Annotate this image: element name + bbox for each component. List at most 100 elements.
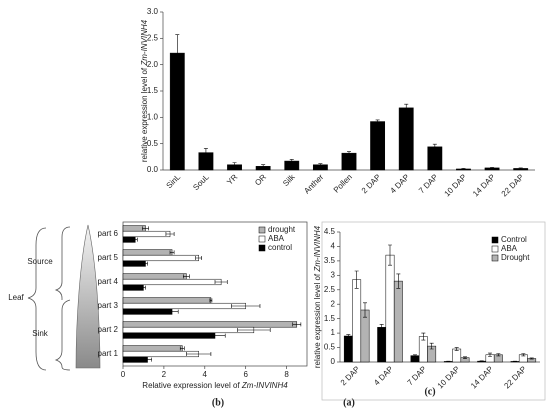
error-bar xyxy=(318,163,323,167)
panel-label: (a) xyxy=(343,397,355,408)
bar xyxy=(122,297,212,304)
y-tick-label: 4 xyxy=(331,242,336,251)
legend-swatch xyxy=(491,245,499,253)
error-bar xyxy=(421,332,426,341)
bar xyxy=(122,345,183,352)
y-axis-label-part: Zm-INVINH4 xyxy=(313,225,322,272)
annotation: Leaf xyxy=(8,293,24,302)
annotation: Sink xyxy=(32,329,49,338)
y-axis-label-part: relative expression level of xyxy=(140,66,149,163)
x-tick-label: 7 DAP xyxy=(406,365,429,388)
error-bar xyxy=(179,346,185,351)
legend-label: control xyxy=(268,243,292,252)
y-tick-label: 0.5 xyxy=(324,343,336,352)
error-bar xyxy=(488,352,492,357)
error-bar xyxy=(175,34,180,72)
x-tick-label: Anther xyxy=(302,172,325,195)
x-tick-label: SinL xyxy=(165,172,183,190)
y-tick-label: part 1 xyxy=(98,349,119,358)
bar xyxy=(122,302,246,310)
x-tick-label: 14 DAP xyxy=(471,173,497,199)
error-bar xyxy=(429,342,434,350)
legend-swatch xyxy=(258,244,266,252)
error-bar xyxy=(454,347,459,351)
bar xyxy=(122,332,216,339)
source-brace xyxy=(54,226,71,300)
x-tick-label: Pollen xyxy=(332,173,354,195)
x-tick-label: 2 DAP xyxy=(339,365,362,388)
error-bar xyxy=(261,164,266,169)
bar xyxy=(122,225,146,232)
error-bar xyxy=(354,270,359,289)
error-bar xyxy=(461,168,466,170)
legend-swatch xyxy=(491,254,499,262)
legend-label: Drought xyxy=(501,253,530,262)
legend-label: drought xyxy=(268,225,296,234)
legend-label: ABA xyxy=(501,244,518,253)
bar xyxy=(122,249,173,256)
bar xyxy=(427,146,443,171)
x-tick-label: 8 xyxy=(284,370,289,379)
error-bar xyxy=(513,360,517,363)
bar xyxy=(122,260,146,267)
y-tick-label: part 6 xyxy=(98,229,119,238)
bar xyxy=(452,348,462,363)
error-bar xyxy=(165,232,175,236)
leaf-shape xyxy=(75,224,101,369)
error-bar xyxy=(375,119,380,124)
error-bar xyxy=(183,274,190,279)
y-tick-label: part 5 xyxy=(98,253,119,262)
y-tick-label: 2 xyxy=(331,299,336,308)
x-tick-label: 2 xyxy=(162,370,167,379)
y-tick-label: 0.5 xyxy=(147,139,159,148)
error-bar xyxy=(446,360,451,363)
y-tick-label: 2.5 xyxy=(147,33,159,42)
y-tick-label: 1.0 xyxy=(147,112,159,121)
bar xyxy=(122,326,255,334)
x-tick-label: 4 DAP xyxy=(372,365,395,388)
x-tick-label: 6 xyxy=(243,370,248,379)
y-axis-label-part: Zm-INVINH4 xyxy=(140,19,149,66)
bar xyxy=(385,254,395,363)
error-bar xyxy=(413,354,417,357)
y-tick-label: 1.5 xyxy=(147,86,159,95)
error-bar xyxy=(186,352,212,356)
y-tick-label: 3 xyxy=(331,270,336,279)
annotation: Source xyxy=(27,257,53,266)
error-bar xyxy=(496,353,501,357)
legend-label: Control xyxy=(501,235,527,244)
bar xyxy=(360,309,370,363)
bar xyxy=(343,335,353,363)
x-axis-label: Relative expression level of Zm-INVINH4 xyxy=(142,381,288,390)
error-bar xyxy=(479,360,484,362)
error-bar xyxy=(143,261,148,266)
x-tick-label: 2 DAP xyxy=(360,173,383,196)
error-bar xyxy=(204,333,226,338)
error-bar xyxy=(363,302,367,318)
error-bar xyxy=(237,328,271,332)
y-tick-label: part 4 xyxy=(98,277,119,286)
error-bar xyxy=(132,237,138,242)
legend-label: ABA xyxy=(268,234,285,243)
x-tick-label: SouL xyxy=(191,172,211,192)
bar xyxy=(377,327,387,363)
error-bar xyxy=(396,273,401,289)
y-tick-label: 0 xyxy=(331,357,336,366)
error-bar xyxy=(209,298,213,303)
bar xyxy=(122,273,187,280)
error-bar xyxy=(292,322,302,327)
y-tick-label: 2.5 xyxy=(324,285,336,294)
x-axis-label-part: Zm-INVINH4 xyxy=(241,381,288,390)
error-bar xyxy=(432,143,437,150)
x-tick-label: 7 DAP xyxy=(417,173,440,196)
bar xyxy=(122,321,298,328)
x-tick-label: Silk xyxy=(281,172,297,188)
error-bar xyxy=(195,256,203,260)
y-tick-label: 3.0 xyxy=(147,7,159,16)
y-tick-label: part 3 xyxy=(98,301,119,310)
error-bar xyxy=(346,334,351,338)
error-bar xyxy=(169,250,175,255)
x-tick-label: 10 DAP xyxy=(436,365,462,391)
panel-c-frame xyxy=(321,221,546,401)
